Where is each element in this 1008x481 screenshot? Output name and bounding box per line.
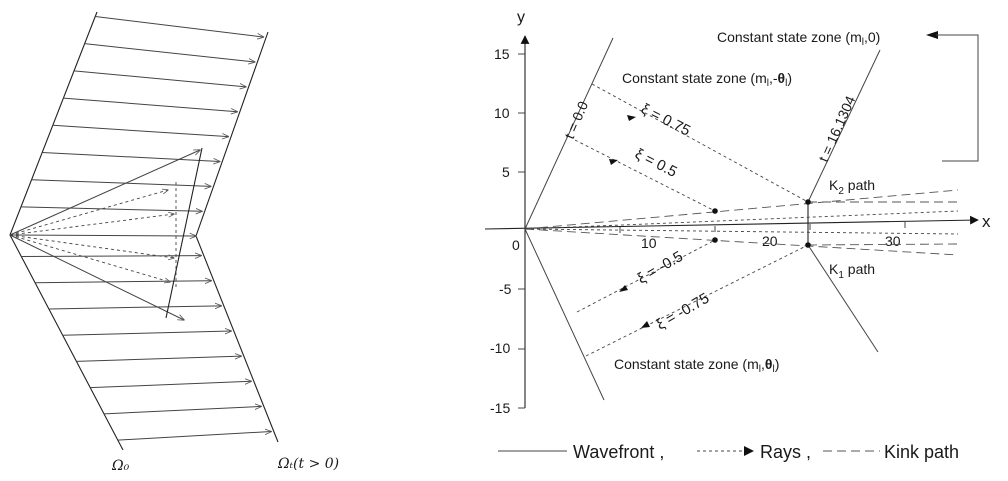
wavefront-t0-upper <box>524 37 614 230</box>
wave-arrow <box>90 381 251 389</box>
y-tick-10: 10 <box>494 105 510 121</box>
label-xi-05: ξ = 0.5 <box>632 145 680 180</box>
fan-ray-dashed <box>9 234 170 282</box>
y-tick-neg10: -10 <box>490 340 510 356</box>
wave-arrow <box>31 179 211 187</box>
wave-arrow <box>95 15 263 37</box>
right-ray-diagram: y x 0 15 10 5 -5 -10 -15 10 20 30 <box>484 9 991 462</box>
legend: Wavefront , Rays , Kink path <box>498 442 959 462</box>
x-axis <box>484 215 979 230</box>
fan-ray-dashed <box>9 190 168 236</box>
kink-path-k1 <box>524 228 959 256</box>
ray-xi-neg075 <box>585 244 809 357</box>
label-zone-lower: Constant state zone (ml,θl) <box>614 356 779 375</box>
svg-text:ξ = 0.5: ξ = 0.5 <box>632 145 680 180</box>
omegat-wavefront <box>195 31 279 443</box>
x-axis-label: x <box>982 212 991 231</box>
y-tick-5: 5 <box>502 164 510 180</box>
wave-arrow <box>84 43 255 62</box>
x-ticks: 10 20 30 <box>619 222 906 251</box>
wave-arrow <box>62 331 232 336</box>
svg-text:ξ = -0.75: ξ = -0.75 <box>654 290 713 334</box>
zone-pointer-arrowhead <box>926 31 938 39</box>
point-k1 <box>805 242 811 248</box>
ray-xi-05 <box>574 139 716 212</box>
wave-arrow <box>48 306 221 310</box>
fan-ray-dashed <box>9 234 174 258</box>
left-ray-fan <box>9 150 200 320</box>
legend-rays-arrowhead <box>744 446 754 456</box>
x-tick-30: 30 <box>885 233 901 249</box>
wave-arrow <box>35 281 211 283</box>
wavefront-t1-upper <box>807 49 881 203</box>
ray-horizontal-upper <box>524 210 959 230</box>
point-ray-xi-neg05 <box>712 237 718 243</box>
wave-arrow <box>20 206 202 211</box>
omega0-wavefront <box>9 11 124 451</box>
y-ticks: 15 10 5 -5 -10 -15 <box>490 46 525 416</box>
wave-arrow <box>63 97 237 112</box>
label-k2-path: K2 path <box>829 177 875 197</box>
legend-wavefront-label: Wavefront , <box>573 442 664 462</box>
wave-arrow <box>73 70 246 87</box>
ray-horizontal-lower <box>524 228 959 235</box>
label-xi-neg075: ξ = -0.75 <box>654 290 713 334</box>
label-t1: t = 16.1304 <box>815 93 858 164</box>
legend-kink-label: Kink path <box>884 442 959 462</box>
y-tick-15: 15 <box>494 46 510 62</box>
ray-arrowhead <box>609 159 618 165</box>
wave-arrow <box>42 151 219 161</box>
y-axis-label: y <box>517 9 525 26</box>
kink-path-k2 <box>524 189 959 230</box>
wave-arrow <box>117 432 271 441</box>
left-kink-line <box>165 147 203 319</box>
wave-arrow <box>52 124 229 136</box>
svg-text:ξ = -0.5: ξ = -0.5 <box>635 248 687 288</box>
ray-arrowhead <box>619 285 628 292</box>
label-omegat: Ωₜ(t > 0) <box>277 456 339 472</box>
x-tick-10: 10 <box>641 235 657 251</box>
y-tick-neg15: -15 <box>490 400 510 416</box>
y-tick-neg5: -5 <box>499 281 512 297</box>
x-tick-20: 20 <box>762 233 778 249</box>
ray-arrowhead <box>641 321 650 328</box>
ray-arrowhead <box>627 115 636 121</box>
wave-arrow <box>21 256 201 257</box>
svg-text:ξ = 0.75: ξ = 0.75 <box>638 100 693 139</box>
ray-xi-075 <box>591 83 809 203</box>
label-xi-075: ξ = 0.75 <box>638 100 693 139</box>
fan-ray <box>9 150 200 236</box>
label-k1-path: K1 path <box>829 261 875 281</box>
legend-rays-label: Rays , <box>760 442 811 462</box>
wave-arrow <box>76 356 241 362</box>
label-t0: t = 0.0 <box>561 99 591 142</box>
wavefront-t1-lower <box>807 244 879 353</box>
wave-arrow <box>103 406 261 415</box>
zone-pointer-bracket <box>942 34 979 162</box>
label-xi-neg05: ξ = -0.5 <box>635 248 687 288</box>
fan-ray <box>9 235 196 236</box>
origin-label: 0 <box>512 237 520 253</box>
label-omega0: Ω₀ <box>111 458 130 474</box>
left-wavefront-diagram: Ω₀ Ωₜ(t > 0) <box>9 11 339 474</box>
label-zone-upper: Constant state zone (ml,-θl) <box>622 70 792 89</box>
ray-xi-neg05 <box>576 239 716 313</box>
wavefront-t0-lower <box>524 228 605 401</box>
point-k2 <box>805 199 811 205</box>
label-zone-top-right: Constant state zone (ml,0) <box>717 29 880 48</box>
fan-ray <box>9 234 184 320</box>
kink-path-k1-ext <box>807 243 959 246</box>
point-ray-xi05 <box>712 208 718 214</box>
left-ray-arrows <box>20 15 271 441</box>
